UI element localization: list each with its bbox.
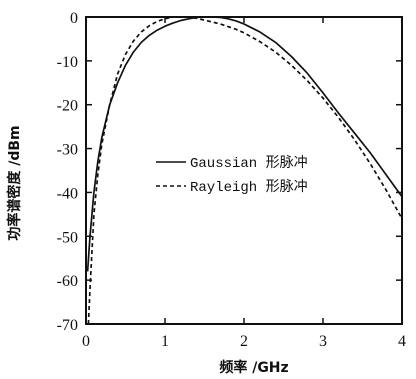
plot-frame [85,16,403,325]
x-tick-label: 0 [82,333,90,350]
y-tick-label: -10 [57,54,78,71]
legend-label-rayleigh: Rayleigh 形脉冲 [190,179,308,196]
y-tick-label: -50 [57,229,78,246]
legend-label-gaussian: Gaussian 形脉冲 [190,155,308,172]
x-tick-label: 4 [398,333,406,350]
legend: Gaussian 形脉冲 Rayleigh 形脉冲 [156,155,308,196]
x-tick-label: 2 [240,333,248,350]
y-tick-label: -60 [57,273,78,290]
y-axis-title: 功率谱密度 /dBm [6,125,23,240]
x-axis-title: 频率 /GHz [219,359,288,376]
y-tick-label: 0 [70,10,78,27]
y-tick-label: -70 [57,317,78,334]
y-tick-label: -30 [57,142,78,159]
series-line-gaussian [86,16,403,272]
y-axis: 0 -10 -20 -30 -40 -50 -60 -70 [57,10,402,334]
y-tick-label: -20 [57,98,78,115]
x-tick-label: 1 [161,333,169,350]
y-tick-label: -40 [57,185,78,202]
x-tick-label: 3 [319,333,327,350]
